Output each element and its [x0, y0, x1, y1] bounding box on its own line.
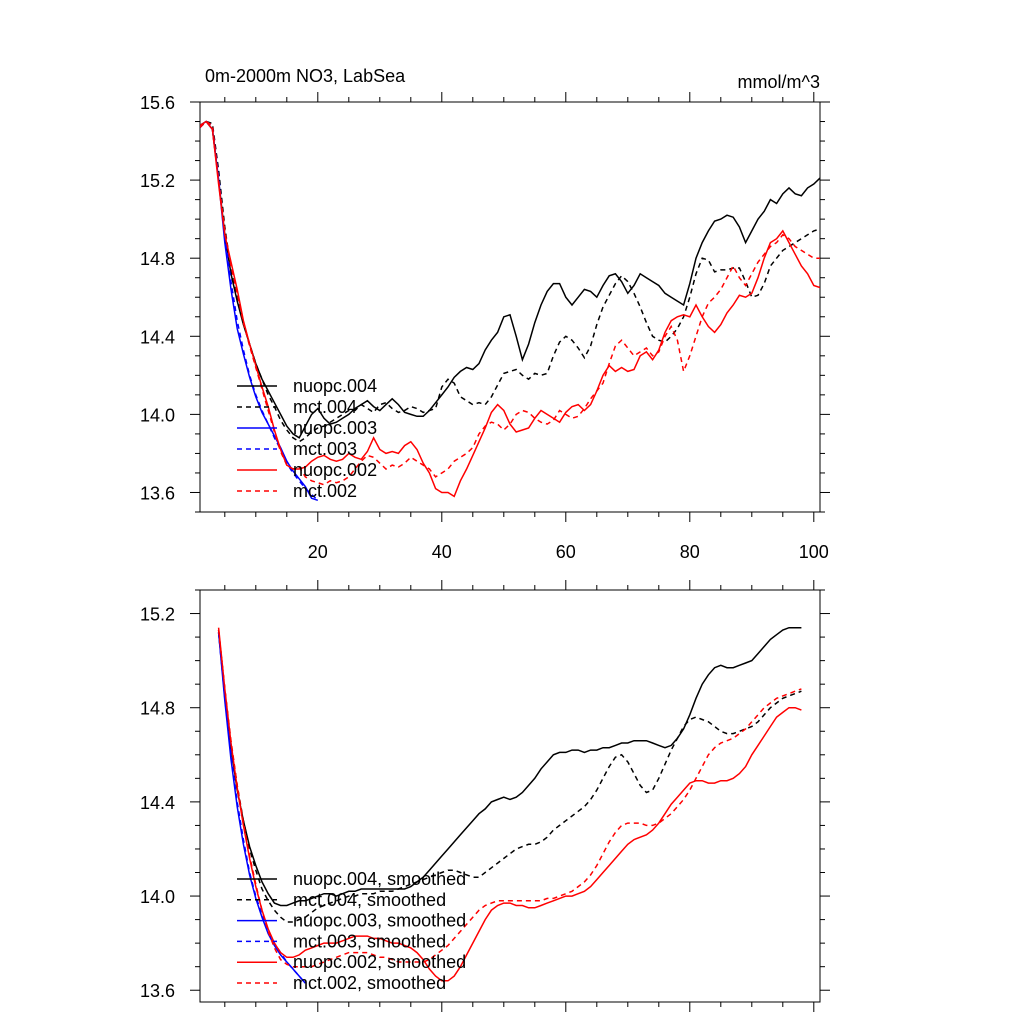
plot-frame — [199, 101, 821, 513]
y-tick-label: 13.6 — [140, 483, 175, 503]
y-tick-label: 14.4 — [140, 793, 175, 813]
series-line-mct-004-smoothed — [217, 629, 802, 923]
y-tick-label: 14.0 — [140, 887, 175, 907]
series-line-mct-003-smoothed — [217, 632, 306, 984]
x-tick-label: 60 — [556, 542, 576, 562]
legend-label: mct.004 — [293, 397, 357, 417]
y-tick-label: 15.2 — [140, 171, 175, 191]
legend-label: nuopc.004 — [293, 376, 377, 396]
x-tick-label: 80 — [680, 542, 700, 562]
series-line-nuopc-002-smoothed — [217, 627, 802, 982]
series-line-nuopc-002 — [200, 120, 820, 498]
units-label: mmol/m^3 — [738, 72, 820, 92]
series-line-mct-004 — [200, 120, 820, 443]
legend-label: nuopc.002, smoothed — [293, 952, 466, 972]
series-line-mct-002 — [200, 120, 820, 486]
y-tick-label: 14.8 — [140, 249, 175, 269]
y-tick-label: 15.6 — [140, 93, 175, 113]
plot-frame — [199, 589, 821, 1003]
y-tick-label: 14.4 — [140, 327, 175, 347]
x-tick-label: 100 — [799, 542, 829, 562]
y-tick-label: 14.8 — [140, 699, 175, 719]
legend-label: mct.002, smoothed — [293, 973, 446, 993]
legend-label: mct.003 — [293, 439, 357, 459]
legend-label: nuopc.002 — [293, 460, 377, 480]
legend-label: mct.004, smoothed — [293, 890, 446, 910]
y-tick-label: 14.0 — [140, 405, 175, 425]
series-line-mct-002-smoothed — [217, 629, 802, 968]
legend-label: mct.002 — [293, 481, 357, 501]
series-line-nuopc-004 — [200, 120, 820, 439]
legend-label: mct.003, smoothed — [293, 931, 446, 951]
panel-1: 13.6 14.0 14.4 14.8 15.2 15.6 20 40 60 80 100 0m-20… — [140, 66, 830, 562]
legend-label: nuopc.003, smoothed — [293, 911, 466, 931]
legend-label: nuopc.004, smoothed — [293, 869, 466, 889]
series-line-nuopc-004-smoothed — [217, 626, 802, 907]
legend-label: nuopc.003 — [293, 418, 377, 438]
y-tick-label: 15.2 — [140, 605, 175, 625]
chart-title: 0m-2000m NO3, LabSea — [205, 66, 406, 86]
x-tick-label: 40 — [432, 542, 452, 562]
x-tick-label: 20 — [308, 542, 328, 562]
y-tick-label: 13.6 — [140, 981, 175, 1001]
